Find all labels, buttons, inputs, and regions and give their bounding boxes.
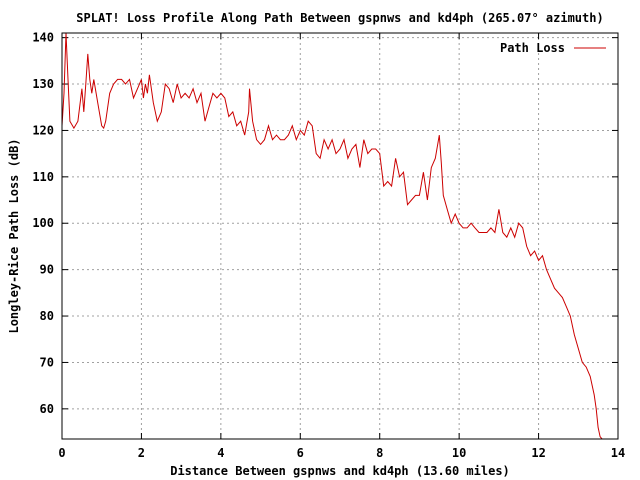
x-tick-label: 2	[138, 446, 145, 460]
legend-label-path-loss: Path Loss	[500, 41, 565, 55]
x-tick-label: 0	[58, 446, 65, 460]
y-tick-label: 130	[32, 77, 54, 91]
y-tick-label: 140	[32, 31, 54, 45]
x-tick-label: 10	[452, 446, 466, 460]
y-axis-label: Longley-Rice Path Loss (dB)	[7, 138, 21, 333]
y-tick-label: 100	[32, 216, 54, 230]
y-tick-label: 110	[32, 170, 54, 184]
x-tick-label: 8	[376, 446, 383, 460]
x-tick-label: 4	[217, 446, 224, 460]
chart-title: SPLAT! Loss Profile Along Path Between g…	[76, 11, 603, 25]
y-tick-label: 60	[40, 402, 54, 416]
series-line-path-loss	[61, 32, 603, 440]
grid	[62, 33, 618, 439]
y-tick-label: 80	[40, 309, 54, 323]
x-tick-label: 14	[611, 446, 625, 460]
plot-frame	[61, 32, 619, 440]
y-tick-label: 90	[40, 263, 54, 277]
x-tick-label: 12	[531, 446, 545, 460]
x-axis-label: Distance Between gspnws and kd4ph (13.60…	[170, 464, 510, 478]
series-layer	[61, 32, 603, 440]
y-tick-label: 120	[32, 123, 54, 137]
y-tick-label: 70	[40, 355, 54, 369]
x-tick-label: 6	[297, 446, 304, 460]
axis-ticks: 0 2 4 6 8 10 12 14 60 70 80 90 100 110 120 130 140	[32, 31, 625, 460]
legend: Path Loss	[500, 41, 606, 55]
